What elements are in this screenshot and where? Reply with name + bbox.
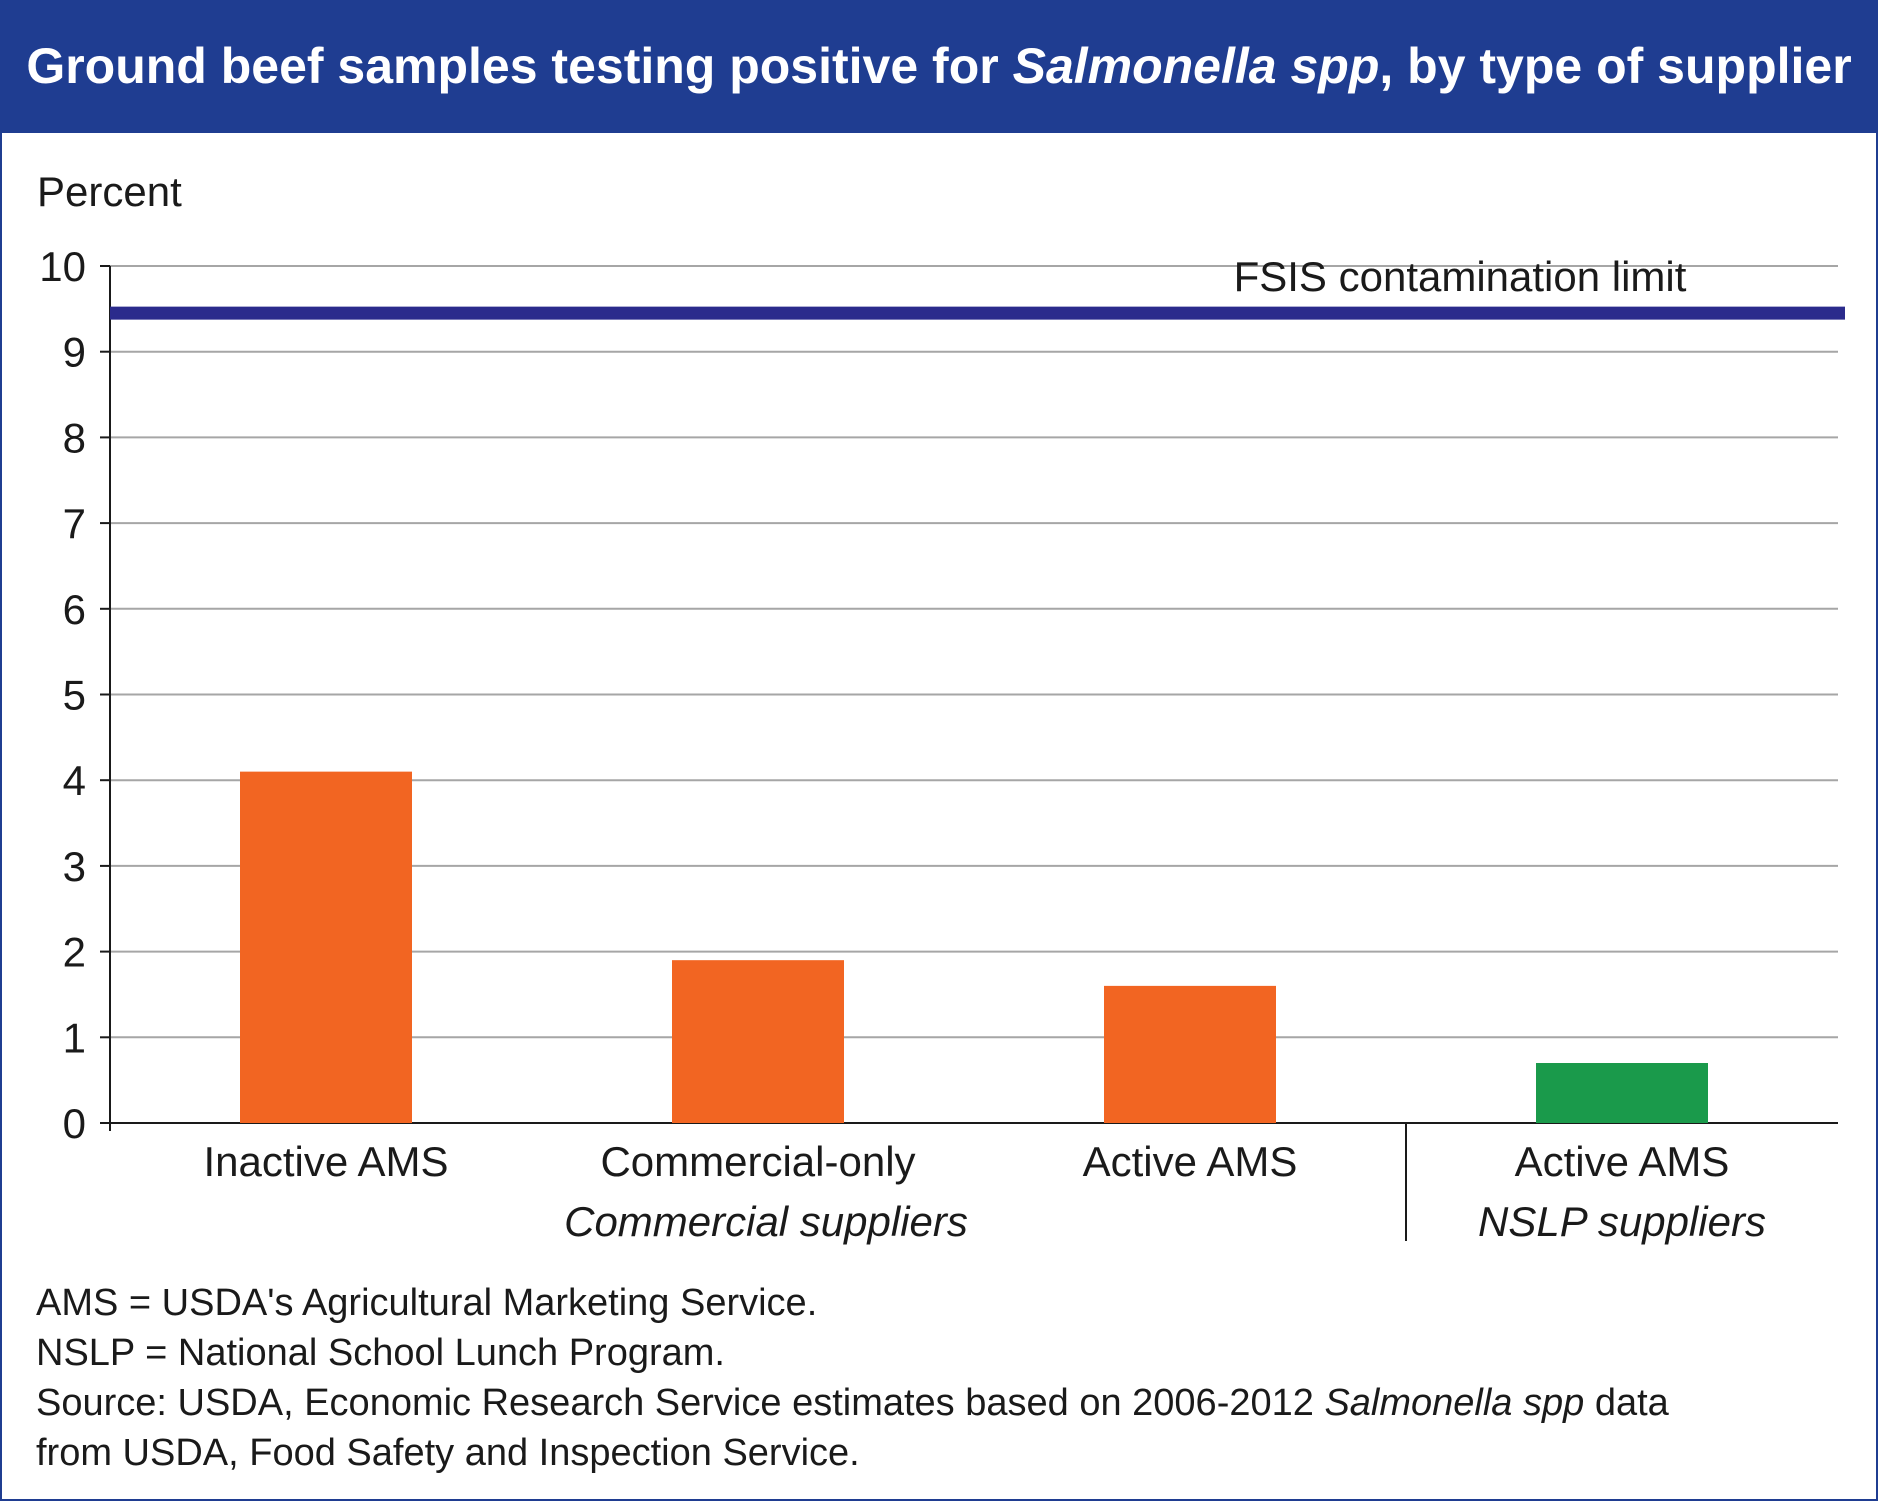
source-text-end: data [1584, 1382, 1669, 1424]
title-italic: Salmonella spp [1012, 38, 1380, 94]
bar-chart: Percent 0 1 2 3 4 5 6 7 8 9 10 FSIS contamination … [37, 168, 1845, 1245]
bar [240, 771, 412, 1123]
group-label: Commercial suppliers [564, 1198, 968, 1245]
footnotes: AMS = USDA's Agricultural Marketing Serv… [36, 1278, 1856, 1478]
x-tick-label: Active AMS [1083, 1138, 1298, 1185]
y-tick-label: 10 [39, 243, 86, 290]
x-tick-label: Active AMS [1515, 1138, 1730, 1185]
bars [240, 771, 1708, 1123]
note-nslp: NSLP = National School Lunch Program. [36, 1332, 725, 1374]
bar [672, 960, 844, 1123]
title-text-end: , by type of supplier [1379, 38, 1852, 94]
y-tick-label: 4 [63, 757, 86, 804]
y-tick-label: 1 [63, 1014, 86, 1061]
note-source: Source: USDA, Economic Research Service … [36, 1378, 1856, 1428]
y-axis-label: Percent [37, 168, 182, 215]
source-text-start: Source: USDA, Economic Research Service … [36, 1382, 1325, 1424]
y-tick-label: 3 [63, 843, 86, 890]
title-text-start: Ground beef samples testing positive for [26, 38, 1013, 94]
note-source-cont: from USDA, Food Safety and Inspection Se… [36, 1432, 860, 1474]
title-bar [0, 0, 1878, 133]
y-tick-label: 6 [63, 586, 86, 633]
note-ams: AMS = USDA's Agricultural Marketing Serv… [36, 1282, 818, 1324]
y-tick-label: 9 [63, 329, 86, 376]
y-tick-label: 2 [63, 929, 86, 976]
chart-title: Ground beef samples testing positive for… [0, 0, 1878, 133]
reference-line-group: FSIS contamination limit [110, 253, 1845, 320]
fsis-limit-label: FSIS contamination limit [1234, 253, 1687, 300]
group-labels: Commercial suppliers NSLP suppliers [564, 1198, 1766, 1245]
x-tick-label: Inactive AMS [203, 1138, 448, 1185]
y-tick-label: 5 [63, 672, 86, 719]
group-label: NSLP suppliers [1478, 1198, 1766, 1245]
x-tick-label: Commercial-only [600, 1138, 915, 1185]
y-tick-label: 8 [63, 414, 86, 461]
y-tick-label: 7 [63, 500, 86, 547]
y-tick-label: 0 [63, 1100, 86, 1147]
bar [1104, 985, 1276, 1123]
y-tick-labels: 0 1 2 3 4 5 6 7 8 9 10 [39, 243, 86, 1147]
bar [1536, 1063, 1708, 1123]
x-tick-labels: Inactive AMS Commercial-only Active AMS Act… [203, 1138, 1729, 1185]
source-italic: Salmonella spp [1324, 1382, 1585, 1424]
